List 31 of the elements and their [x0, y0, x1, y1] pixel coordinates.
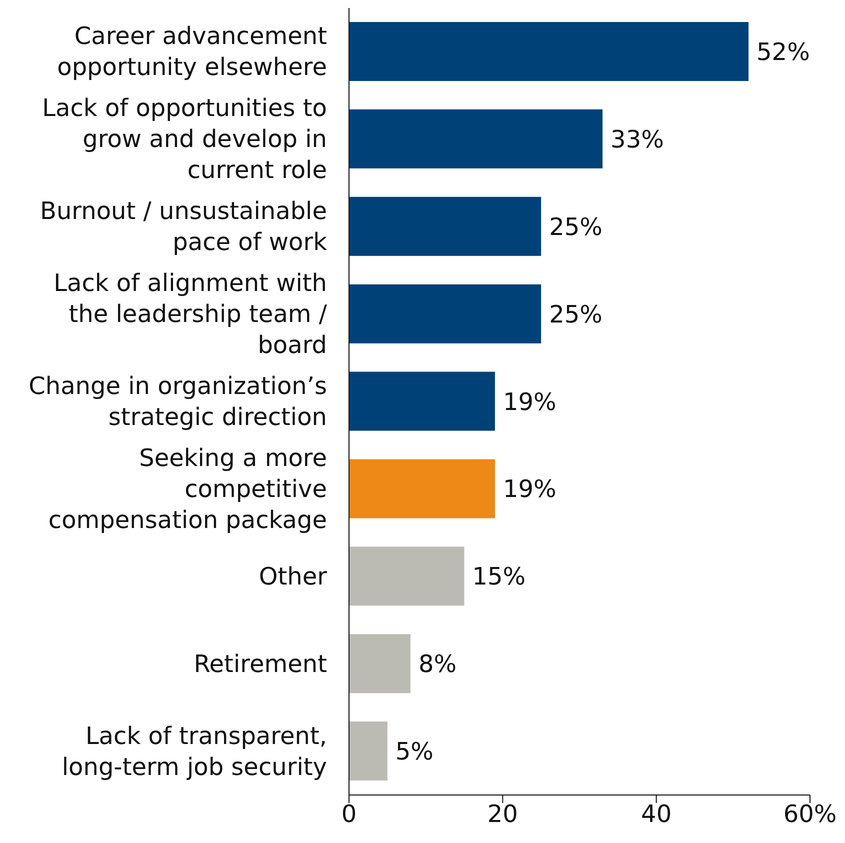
- x-tick-label: 40: [641, 800, 672, 828]
- data-label: 19%: [502, 388, 556, 416]
- bar: [349, 109, 603, 168]
- bar: [349, 634, 410, 694]
- y-tick-label: Retirement: [194, 650, 327, 678]
- y-tick-label: Lack of transparent, long-term job security: [62, 722, 327, 781]
- bar: [349, 284, 542, 344]
- y-tick-label: Burnout / unsustainable pace of work: [40, 197, 328, 256]
- bar: [349, 459, 495, 518]
- data-label: 15%: [472, 562, 526, 591]
- data-label: 25%: [549, 300, 602, 328]
- bar: [349, 546, 464, 606]
- x-tick-label: 20: [487, 800, 518, 828]
- bar: [349, 196, 542, 256]
- bar: [349, 22, 749, 81]
- y-tick-label: Seeking a more competitive compensation package: [48, 444, 327, 534]
- data-label: 52%: [756, 38, 810, 66]
- bar: [349, 722, 388, 781]
- data-label: 8%: [418, 650, 457, 678]
- data-label: 5%: [395, 738, 434, 766]
- y-tick-label: Lack of opportunities to grow and develop in current role: [42, 94, 327, 184]
- x-tick-label: 60%: [783, 800, 837, 828]
- data-label: 33%: [610, 125, 664, 154]
- y-tick-label: Other: [258, 562, 328, 590]
- y-tick-label: Lack of alignment with the leadership team / board: [54, 269, 328, 360]
- y-tick-label: Career advancement opportunity elsewhere: [57, 22, 327, 82]
- bar: [349, 372, 495, 431]
- x-tick-label: 0: [341, 800, 357, 828]
- y-tick-label: Change in organization’s strategic direction: [28, 372, 327, 431]
- data-label: 25%: [549, 212, 602, 241]
- data-label: 19%: [502, 475, 556, 504]
